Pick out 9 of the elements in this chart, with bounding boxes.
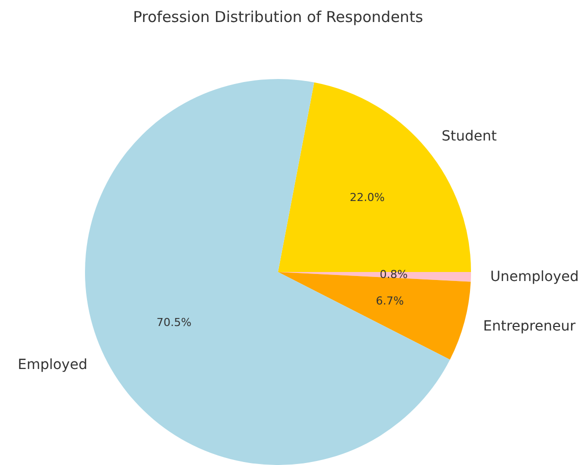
- data-label: 0.8%: [380, 268, 408, 281]
- data-label: 70.5%: [156, 316, 192, 329]
- slice-label: Entrepreneur: [483, 318, 576, 334]
- slice-label: Unemployed: [490, 268, 579, 285]
- chart-title: Profession Distribution of Respondents: [132, 8, 424, 26]
- data-label: 22.0%: [350, 191, 385, 204]
- data-label: 6.7%: [376, 294, 404, 308]
- slice-label: Student: [442, 128, 498, 144]
- slice-label: Employed: [18, 357, 88, 374]
